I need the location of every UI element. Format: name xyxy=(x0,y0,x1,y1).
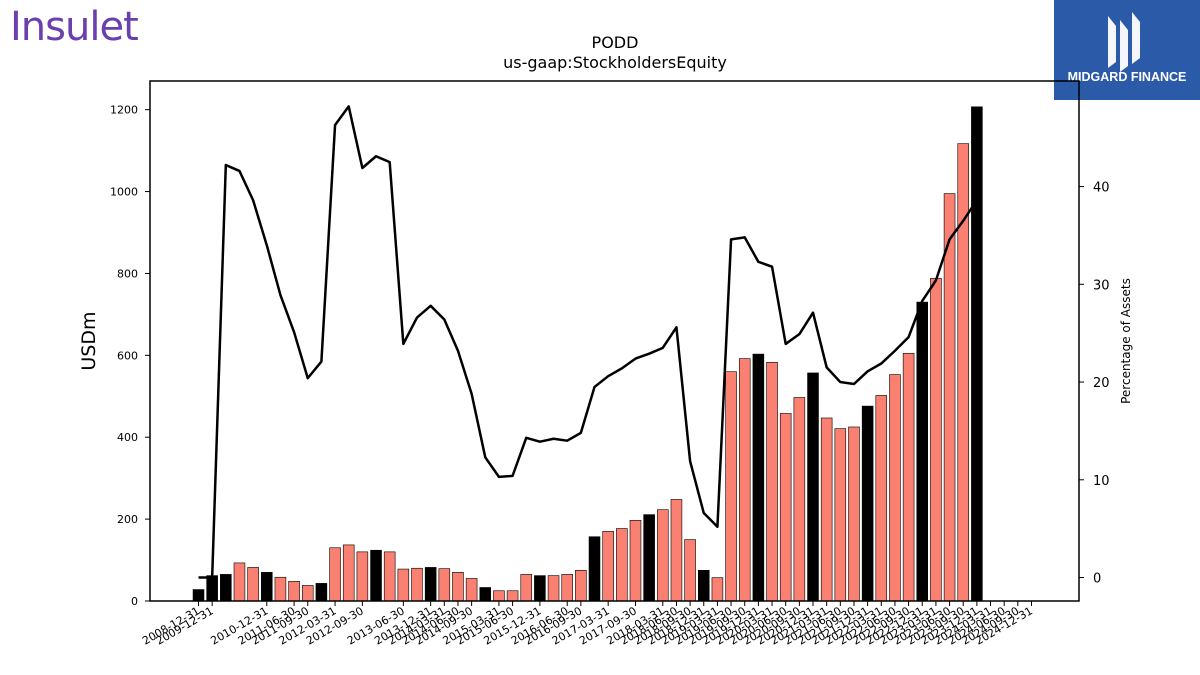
bar-2019-06-30 xyxy=(725,371,737,602)
bar-2016-06-30 xyxy=(561,574,573,602)
bar-2010-03-31 xyxy=(220,574,232,602)
y2-tick-label: 10 xyxy=(1093,474,1110,489)
bar-2014-03-31 xyxy=(438,568,451,602)
bar-2019-12-31 xyxy=(752,353,765,602)
bar-2016-03-31 xyxy=(547,575,560,602)
bar-2019-03-31 xyxy=(711,577,724,602)
bar-2011-06-30 xyxy=(288,581,300,602)
bar-2009-12-31 xyxy=(206,575,218,602)
bar-2022-09-30 xyxy=(902,352,915,602)
bar-2021-03-31 xyxy=(820,417,833,602)
bar-2013-12-31 xyxy=(424,567,437,602)
y2-tick-label: 20 xyxy=(1093,376,1110,391)
bar-2018-12-31 xyxy=(697,569,710,602)
y-tick-label: 400 xyxy=(117,431,138,444)
bar-2023-12-31 xyxy=(971,106,983,602)
bar-2010-09-30 xyxy=(247,567,259,602)
midgard-finance-logo-text: MIDGARD FINANCE xyxy=(1068,70,1187,84)
bar-2020-12-31 xyxy=(807,372,819,602)
bar-2021-09-30 xyxy=(848,426,860,602)
y-tick-label: 0 xyxy=(131,595,138,608)
bar-2019-09-30 xyxy=(738,358,751,602)
bar-2017-06-30 xyxy=(616,528,628,602)
plot-frame xyxy=(149,80,1080,602)
bar-2018-03-31 xyxy=(657,509,669,602)
bar-2014-09-30 xyxy=(465,578,478,602)
y2-tick-label: 40 xyxy=(1093,181,1110,196)
bar-2022-12-31 xyxy=(916,301,929,602)
y-tick-label: 800 xyxy=(117,267,138,280)
y-tick-label: 200 xyxy=(117,513,138,526)
bar-2011-03-31 xyxy=(274,576,287,602)
bar-2010-12-31 xyxy=(261,572,273,602)
bar-2022-06-30 xyxy=(889,374,901,602)
bar-2023-03-31 xyxy=(930,278,942,602)
bar-2017-09-30 xyxy=(629,520,642,602)
bar-2015-03-31 xyxy=(493,590,505,602)
insulet-logo-text: Insulet xyxy=(10,4,139,50)
bar-2023-09-30 xyxy=(957,143,969,602)
bar-2020-03-31 xyxy=(766,361,778,602)
bar-2008-12-31 xyxy=(192,589,205,602)
chart-subtitle: us-gaap:StockholdersEquity xyxy=(503,53,727,72)
bar-2014-12-31 xyxy=(479,587,492,602)
bar-2014-06-30 xyxy=(452,572,464,602)
bar-2022-03-31 xyxy=(875,395,888,602)
y-tick-label: 1000 xyxy=(110,186,138,199)
insulet-logo: Insulet xyxy=(10,4,139,50)
bar-2012-09-30 xyxy=(356,551,369,602)
bar-2020-06-30 xyxy=(779,413,792,602)
y2-tick-label: 0 xyxy=(1093,572,1101,587)
bar-2013-03-31 xyxy=(383,551,396,602)
bar-2021-12-31 xyxy=(861,405,874,602)
y2-tick-label: 30 xyxy=(1093,278,1110,293)
bar-2018-09-30 xyxy=(684,539,696,602)
bar-2020-09-30 xyxy=(793,397,806,602)
chart-title: PODD xyxy=(592,33,639,52)
bar-2011-12-31 xyxy=(315,583,328,602)
bar-2012-03-31 xyxy=(329,547,341,602)
y-axis-label: USDm xyxy=(78,311,100,370)
bar-2021-06-30 xyxy=(834,428,847,602)
bar-2016-09-30 xyxy=(575,569,587,602)
bar-2010-06-30 xyxy=(233,562,246,602)
bar-2015-09-30 xyxy=(520,574,533,602)
bar-2018-06-30 xyxy=(670,499,683,602)
bar-2017-03-31 xyxy=(602,531,614,602)
bar-2013-06-30 xyxy=(397,568,410,602)
bar-2015-06-30 xyxy=(506,590,519,602)
bar-2012-12-31 xyxy=(370,549,382,602)
y-tick-label: 600 xyxy=(117,349,138,362)
bar-2012-06-30 xyxy=(342,544,355,602)
y2-axis-label: Percentage of Assets xyxy=(1119,278,1133,404)
bar-2017-12-31 xyxy=(643,514,655,602)
bar-2013-09-30 xyxy=(411,567,423,602)
y-tick-label: 1200 xyxy=(110,104,138,117)
bar-2016-12-31 xyxy=(588,536,601,602)
bar-2011-09-30 xyxy=(301,585,314,602)
bar-2015-12-31 xyxy=(534,575,546,602)
percentage-of-assets-line xyxy=(198,105,978,579)
